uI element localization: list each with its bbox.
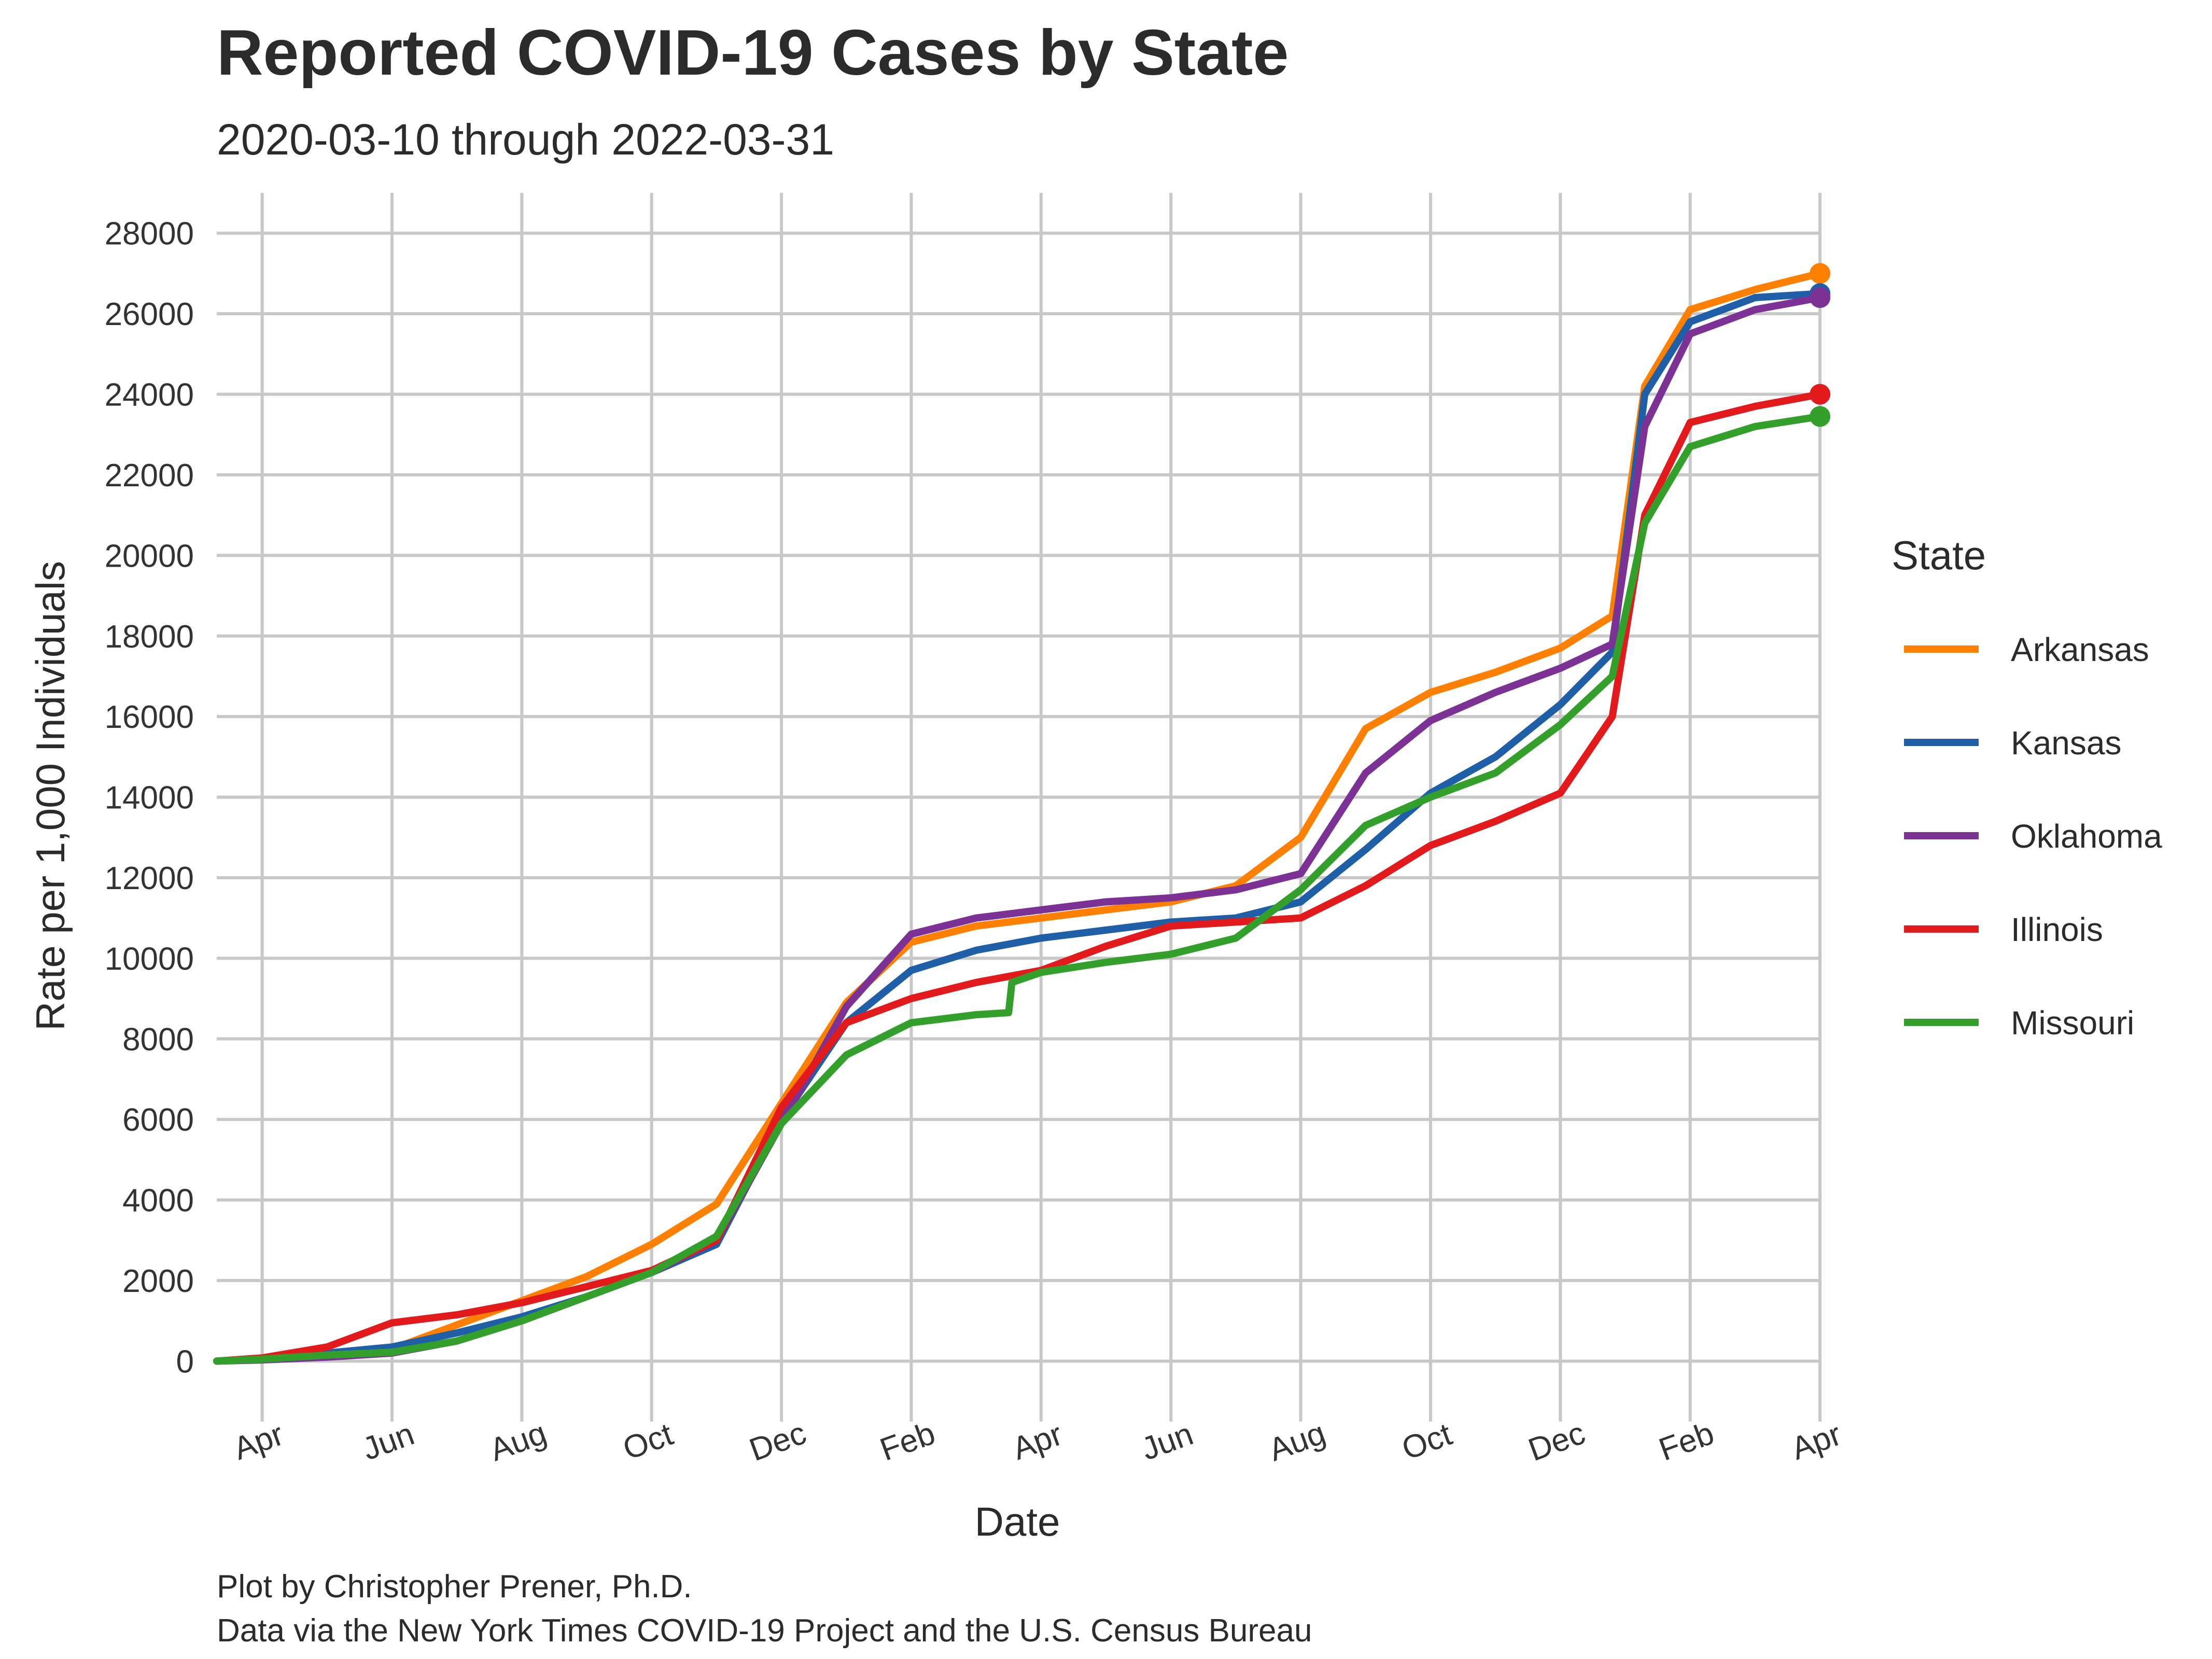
x-tick-label: Oct: [619, 1416, 678, 1467]
x-tick-label: Jun: [358, 1416, 419, 1467]
legend-title: State: [1892, 532, 1986, 578]
legend-label-kansas: Kansas: [2011, 724, 2121, 762]
x-tick-label: Feb: [875, 1415, 940, 1468]
y-axis-label: Rate per 1,000 Individuals: [27, 561, 73, 1031]
x-tick-label: Apr: [1787, 1416, 1846, 1467]
legend-label-oklahoma: Oklahoma: [2011, 818, 2162, 855]
y-tick-label: 16000: [105, 699, 194, 735]
y-tick-label: 12000: [105, 861, 194, 896]
x-tick-label: Oct: [1397, 1416, 1457, 1467]
chart-subtitle: 2020-03-10 through 2022-03-31: [217, 115, 834, 164]
y-tick-label: 10000: [105, 941, 194, 977]
y-axis-tick-labels: 0 2000 4000 6000 8000 10000 12000 14000 16000 180…: [105, 216, 194, 1380]
x-tick-label: Feb: [1655, 1415, 1719, 1468]
series-end-point-missouri: [1810, 406, 1830, 427]
legend-items: Arkansas Kansas Oklahoma Illinois Missouri: [1904, 631, 2162, 1042]
x-tick-label: Aug: [1264, 1415, 1330, 1468]
y-tick-label: 20000: [105, 538, 194, 574]
series-end-point-arkansas: [1810, 263, 1830, 284]
series-end-point-illinois: [1810, 384, 1830, 405]
x-tick-label: Aug: [485, 1415, 551, 1468]
caption-line-1: Plot by Christopher Prener, Ph.D.: [217, 1569, 692, 1605]
y-tick-label: 8000: [122, 1022, 194, 1058]
caption-line-2: Data via the New York Times COVID-19 Pro…: [217, 1613, 1312, 1649]
series-line-missouri: [213, 413, 1824, 1365]
legend-label-illinois: Illinois: [2011, 911, 2103, 948]
x-tick-label: Jun: [1137, 1416, 1198, 1467]
y-tick-label: 14000: [105, 780, 194, 816]
legend-label-missouri: Missouri: [2011, 1004, 2134, 1042]
series-line-kansas: [213, 290, 1824, 1365]
x-axis-tick-labels: Apr Jun Aug Oct Dec Feb Apr Jun Aug Oct Dec Feb Apr: [229, 1415, 1846, 1468]
x-tick-label: Apr: [1008, 1416, 1067, 1467]
y-tick-label: 0: [176, 1344, 194, 1380]
y-tick-label: 24000: [105, 377, 194, 413]
legend-label-arkansas: Arkansas: [2011, 631, 2149, 668]
series-line-oklahoma: [213, 294, 1824, 1365]
series-line-arkansas: [213, 270, 1824, 1365]
x-tick-label: Dec: [745, 1415, 810, 1468]
y-tick-label: 4000: [122, 1183, 194, 1219]
x-axis-label: Date: [975, 1499, 1060, 1544]
y-tick-label: 6000: [122, 1102, 194, 1138]
y-tick-label: 28000: [105, 216, 194, 252]
legend: State Arkansas Kansas Oklahoma Illinois Miss…: [1892, 532, 2162, 1042]
y-tick-label: 2000: [122, 1263, 194, 1299]
series-end-point-oklahoma: [1810, 287, 1830, 308]
x-tick-label: Dec: [1524, 1415, 1590, 1468]
gridlines: [217, 193, 1822, 1422]
chart-title: Reported COVID-19 Cases by State: [217, 17, 1289, 89]
x-tick-label: Apr: [229, 1416, 288, 1467]
y-tick-label: 22000: [105, 458, 194, 494]
y-tick-label: 18000: [105, 619, 194, 655]
series-lines: [213, 263, 1830, 1365]
y-tick-label: 26000: [105, 297, 194, 332]
